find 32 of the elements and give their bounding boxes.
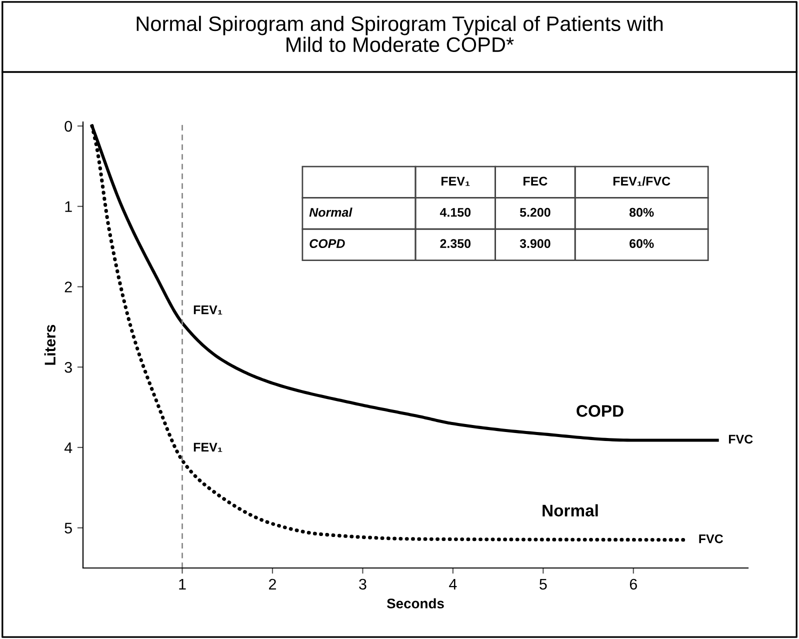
- x-tick-label: 3: [359, 578, 366, 590]
- annotation: FEV₁: [441, 176, 470, 186]
- annotation: FVC: [699, 534, 724, 544]
- annotation: COPD: [310, 239, 345, 248]
- series-label: COPD: [576, 405, 624, 417]
- x-tick-label: 4: [449, 578, 457, 590]
- annotation: FEV₁: [194, 305, 222, 314]
- y-tick-label: 3: [64, 362, 72, 373]
- annotation: 60%: [630, 239, 654, 248]
- y-tick-label: 4: [64, 442, 72, 453]
- annotation: 4.150: [440, 208, 471, 217]
- annotation: Normal: [309, 208, 352, 217]
- x-tick-label: 2: [269, 578, 276, 590]
- series-label: Normal: [542, 504, 598, 516]
- annotation: 2.350: [440, 239, 471, 248]
- x-axis-title: Seconds: [386, 598, 444, 608]
- y-tick-label: 0: [64, 120, 72, 132]
- y-tick-label: 2: [64, 282, 72, 292]
- y-axis-title: Liters: [44, 324, 56, 365]
- y-tick-label: 5: [64, 522, 72, 534]
- annotation: 5.200: [520, 208, 550, 217]
- annotation: 3.900: [520, 239, 550, 248]
- annotation: FEC: [524, 176, 548, 186]
- annotation: FEV₁: [194, 442, 222, 452]
- x-tick-label: 1: [179, 578, 186, 590]
- annotation: FVC: [728, 434, 753, 444]
- chart-title: Normal Spirogram and Spirogram Typical of Patients with Mild to Moderate COPD*: [136, 16, 663, 52]
- y-tick-label: 1: [65, 201, 72, 212]
- x-tick-label: 6: [630, 578, 637, 590]
- annotation: 80%: [629, 208, 654, 217]
- x-tick-label: 5: [540, 578, 547, 590]
- annotation: FEV₁/FVC: [613, 176, 670, 186]
